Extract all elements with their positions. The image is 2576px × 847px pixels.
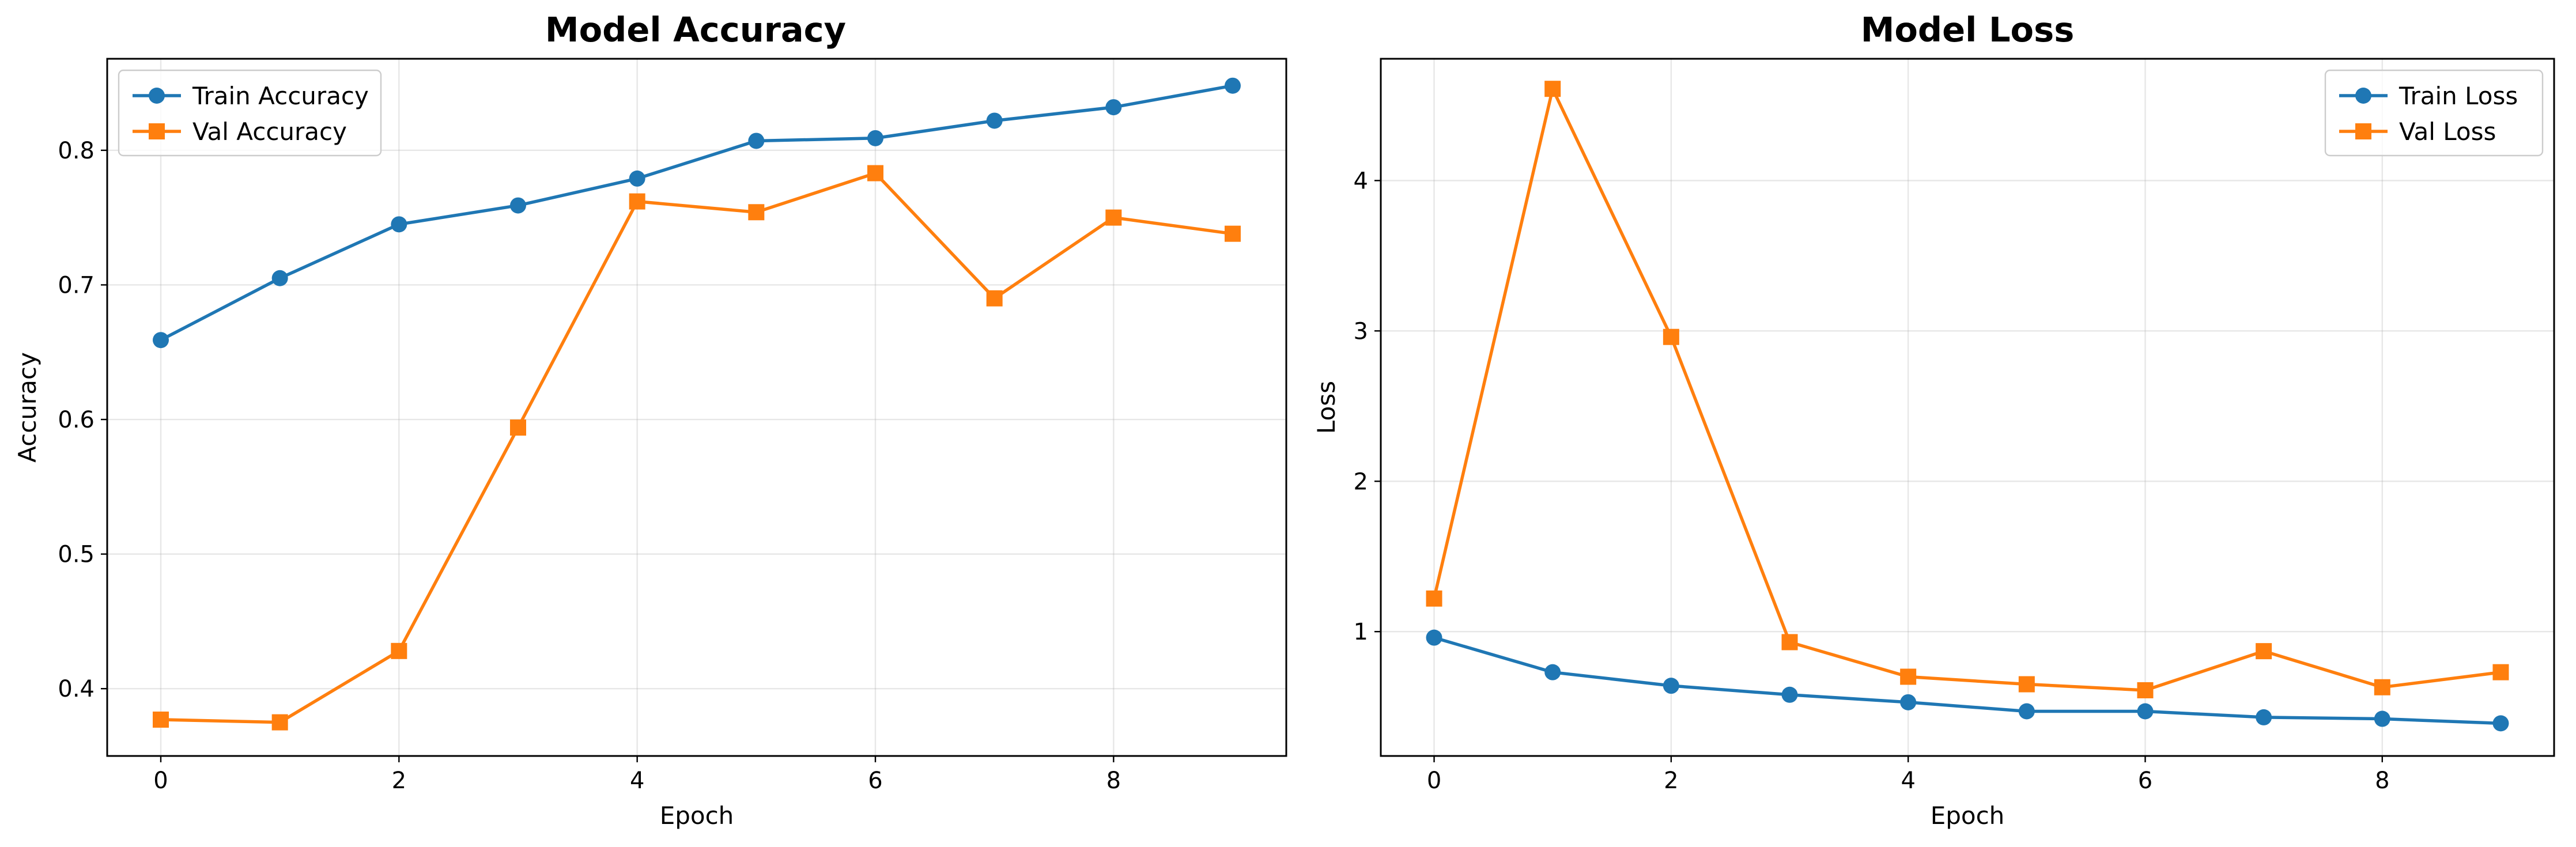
- x-tick-label: 0: [1427, 767, 1441, 794]
- x-tick-label: 0: [153, 767, 168, 794]
- data-point: [153, 711, 169, 728]
- data-point: [1225, 77, 1241, 94]
- series-line-0: [1432, 636, 2503, 725]
- x-tick-label: 2: [1664, 767, 1678, 794]
- data-point: [867, 165, 883, 181]
- data-point: [2018, 676, 2035, 693]
- chart-title: Model Loss: [1861, 10, 2075, 50]
- data-point: [748, 204, 765, 221]
- legend-label: Train Loss: [2399, 82, 2518, 110]
- data-point: [2018, 703, 2035, 720]
- series-line-1: [1432, 87, 2503, 692]
- plot-area-frame: [106, 58, 1287, 757]
- data-point: [1663, 678, 1679, 694]
- legend-marker: [2355, 88, 2371, 104]
- data-point: [1225, 225, 1241, 242]
- y-tick-label: 3: [1354, 318, 1368, 345]
- data-point: [153, 332, 169, 349]
- legend-label: Val Loss: [2399, 118, 2496, 146]
- legend: Train Loss Val Loss: [2324, 69, 2544, 157]
- data-point: [1105, 209, 1122, 226]
- x-tick-label: 4: [630, 767, 644, 794]
- data-point: [629, 193, 645, 210]
- data-point: [629, 170, 645, 187]
- data-point: [510, 419, 526, 436]
- x-tick-label: 6: [868, 767, 882, 794]
- data-point: [1900, 668, 1917, 685]
- data-point: [271, 714, 288, 731]
- chart-title: Model Accuracy: [545, 10, 846, 50]
- legend-box: [118, 69, 382, 157]
- data-point: [1663, 328, 1679, 345]
- data-point: [867, 130, 883, 146]
- x-tick-label: 2: [392, 767, 406, 794]
- x-tick-label: 6: [2138, 767, 2152, 794]
- data-point: [2137, 703, 2154, 720]
- y-tick-label: 0.5: [58, 542, 95, 568]
- legend: Train Accuracy Val Accuracy: [118, 69, 382, 157]
- accuracy-chart: Model Accuracy 0 2 4 6 8 0.4 0.5 0.6 0.7 0.8 Epoc…: [13, 10, 1287, 830]
- data-point: [986, 112, 1003, 129]
- data-point: [2374, 679, 2390, 695]
- y-tick-label: 0.7: [58, 272, 95, 298]
- data-point: [1544, 664, 1561, 680]
- y-tick-label: 4: [1354, 168, 1368, 194]
- legend-marker: [2355, 123, 2371, 139]
- data-point: [391, 642, 407, 659]
- data-point: [1105, 99, 1122, 116]
- y-tick-label: 2: [1354, 468, 1368, 495]
- series-line-0: [158, 84, 1235, 342]
- data-point: [271, 270, 288, 286]
- x-axis-label: Epoch: [1931, 801, 2005, 830]
- data-point: [2492, 715, 2509, 732]
- data-point: [510, 197, 526, 214]
- x-tick-label: 8: [2375, 767, 2389, 794]
- data-point: [1426, 590, 1442, 607]
- plot-area-frame: [1380, 58, 2555, 757]
- loss-chart: Model Loss 0 2 4 6 8 1 2 3 4 Epoch Loss Train Lo…: [1312, 10, 2555, 830]
- data-point: [2492, 664, 2509, 680]
- y-tick-label: 1: [1354, 619, 1368, 645]
- data-point: [1781, 686, 1798, 703]
- legend-label: Train Accuracy: [192, 82, 369, 110]
- data-point: [2256, 709, 2272, 725]
- legend-box: [2324, 69, 2544, 157]
- series-line-1: [159, 171, 1235, 724]
- x-axis-label: Epoch: [660, 801, 734, 830]
- y-axis-label: Loss: [1312, 381, 1340, 434]
- data-point: [391, 216, 407, 233]
- data-point: [2374, 710, 2390, 727]
- y-tick-label: 0.6: [58, 407, 95, 433]
- data-point: [748, 133, 765, 149]
- legend-marker: [149, 123, 165, 139]
- y-axis-label: Accuracy: [13, 352, 41, 463]
- data-point: [986, 290, 1003, 307]
- y-tick-label: 0.8: [58, 138, 95, 164]
- x-tick-label: 8: [1106, 767, 1121, 794]
- x-tick-label: 4: [1901, 767, 1915, 794]
- y-tick-label: 0.4: [58, 676, 95, 702]
- data-point: [1544, 81, 1561, 97]
- data-point: [2256, 643, 2272, 660]
- data-point: [1426, 629, 1442, 646]
- data-point: [2137, 682, 2154, 698]
- data-point: [1900, 694, 1917, 710]
- data-point: [1781, 634, 1798, 651]
- legend-marker: [149, 88, 165, 104]
- legend-label: Val Accuracy: [192, 118, 347, 146]
